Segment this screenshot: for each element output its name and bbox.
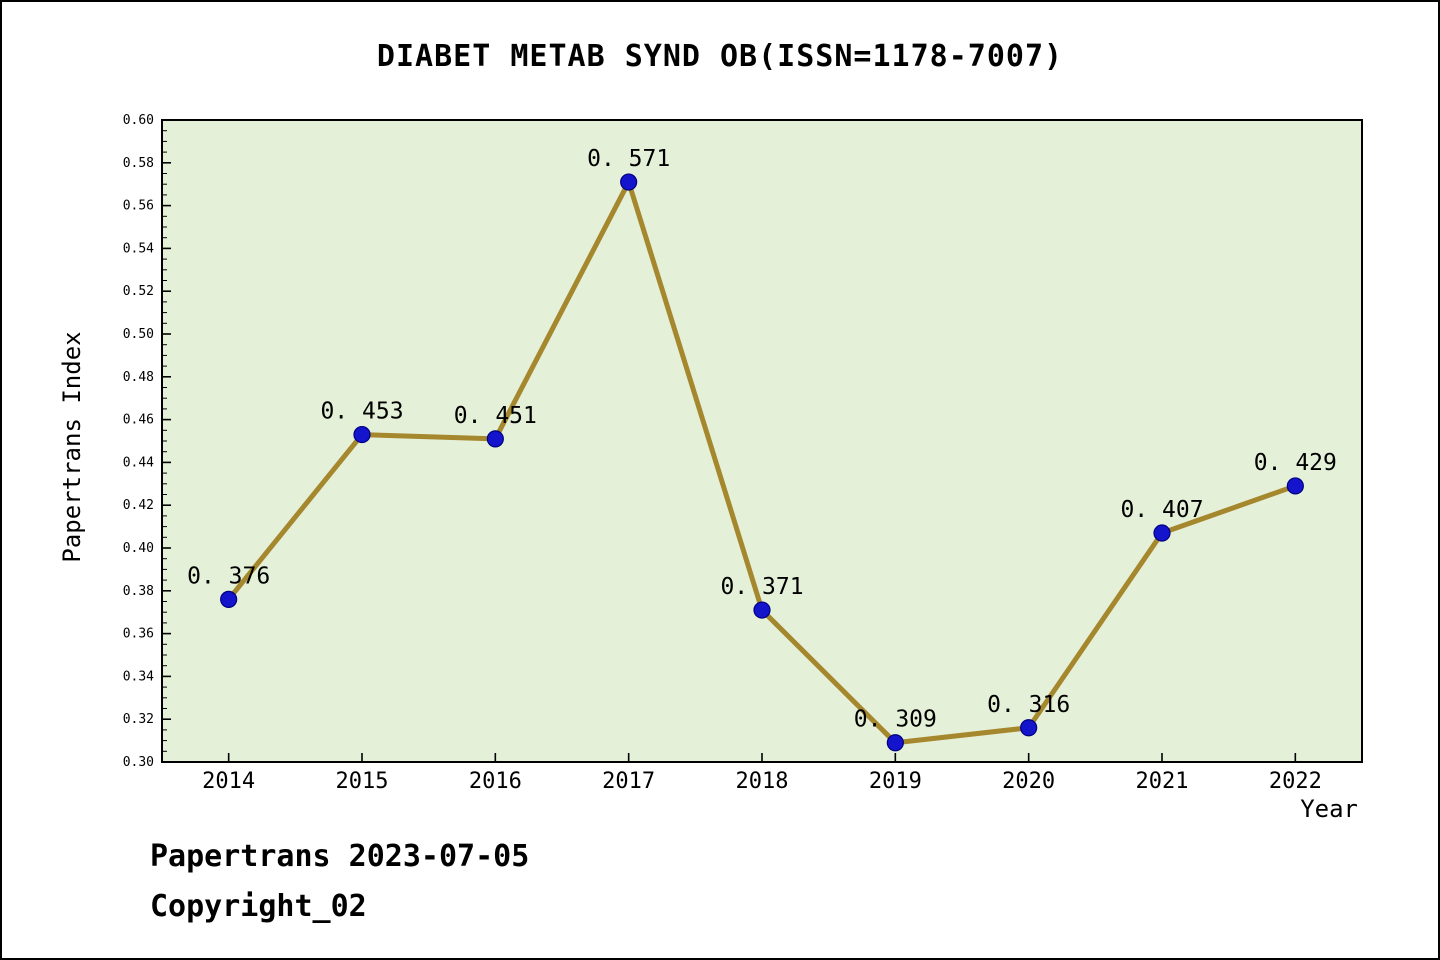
data-point-marker (1020, 719, 1038, 737)
y-tick-label: 0.52 (123, 284, 154, 299)
x-tick-label: 2017 (602, 769, 655, 794)
data-point-marker (486, 430, 504, 448)
y-tick-label: 0.58 (123, 156, 154, 171)
data-point-label: 0. 371 (720, 574, 803, 600)
x-tick-label: 2019 (869, 769, 922, 794)
x-axis-title: Year (1300, 795, 1358, 823)
y-tick-label: 0.30 (123, 755, 154, 770)
data-point-marker (753, 601, 771, 619)
data-point-label: 0. 407 (1120, 497, 1203, 523)
data-point-label: 0. 451 (454, 403, 537, 429)
y-tick-label: 0.36 (123, 627, 154, 642)
x-tick-label: 2020 (1002, 769, 1055, 794)
data-point-label: 0. 316 (987, 692, 1070, 718)
data-point-marker (220, 590, 238, 608)
y-tick-label: 0.50 (123, 327, 154, 342)
y-tick-label: 0.48 (123, 370, 154, 385)
data-point-marker (1286, 477, 1304, 495)
data-point-label: 0. 453 (320, 399, 403, 425)
plot-area (161, 119, 1363, 763)
y-axis-title: Papertrans Index (58, 331, 86, 562)
y-tick-label: 0.60 (123, 113, 154, 128)
y-tick-label: 0.38 (123, 584, 154, 599)
y-tick-label: 0.32 (123, 712, 154, 727)
y-tick-label: 0.54 (123, 241, 154, 256)
data-point-marker (886, 734, 904, 752)
data-point-label: 0. 429 (1254, 450, 1337, 476)
x-tick-label: 2016 (469, 769, 522, 794)
y-tick-label: 0.42 (123, 498, 154, 513)
x-tick-label: 2022 (1269, 769, 1322, 794)
data-point-marker (620, 173, 638, 191)
footer-date: Papertrans 2023-07-05 (150, 839, 529, 874)
footer-copyright: Copyright_02 (150, 889, 367, 924)
data-point-label: 0. 309 (854, 707, 937, 733)
x-tick-label: 2018 (736, 769, 789, 794)
y-tick-label: 0.56 (123, 199, 154, 214)
data-point-label: 0. 571 (587, 146, 670, 172)
x-tick-label: 2014 (202, 769, 255, 794)
y-tick-label: 0.44 (123, 455, 154, 470)
y-tick-label: 0.40 (123, 541, 154, 556)
data-point-marker (353, 425, 371, 444)
x-tick-label: 2015 (336, 769, 389, 794)
data-point-marker (1153, 524, 1171, 542)
y-tick-label: 0.46 (123, 413, 154, 428)
chart-title: DIABET METAB SYND OB(ISSN=1178-7007) (377, 39, 1063, 74)
y-tick-label: 0.34 (123, 669, 154, 684)
data-point-label: 0. 376 (187, 563, 270, 589)
x-tick-label: 2021 (1136, 769, 1189, 794)
